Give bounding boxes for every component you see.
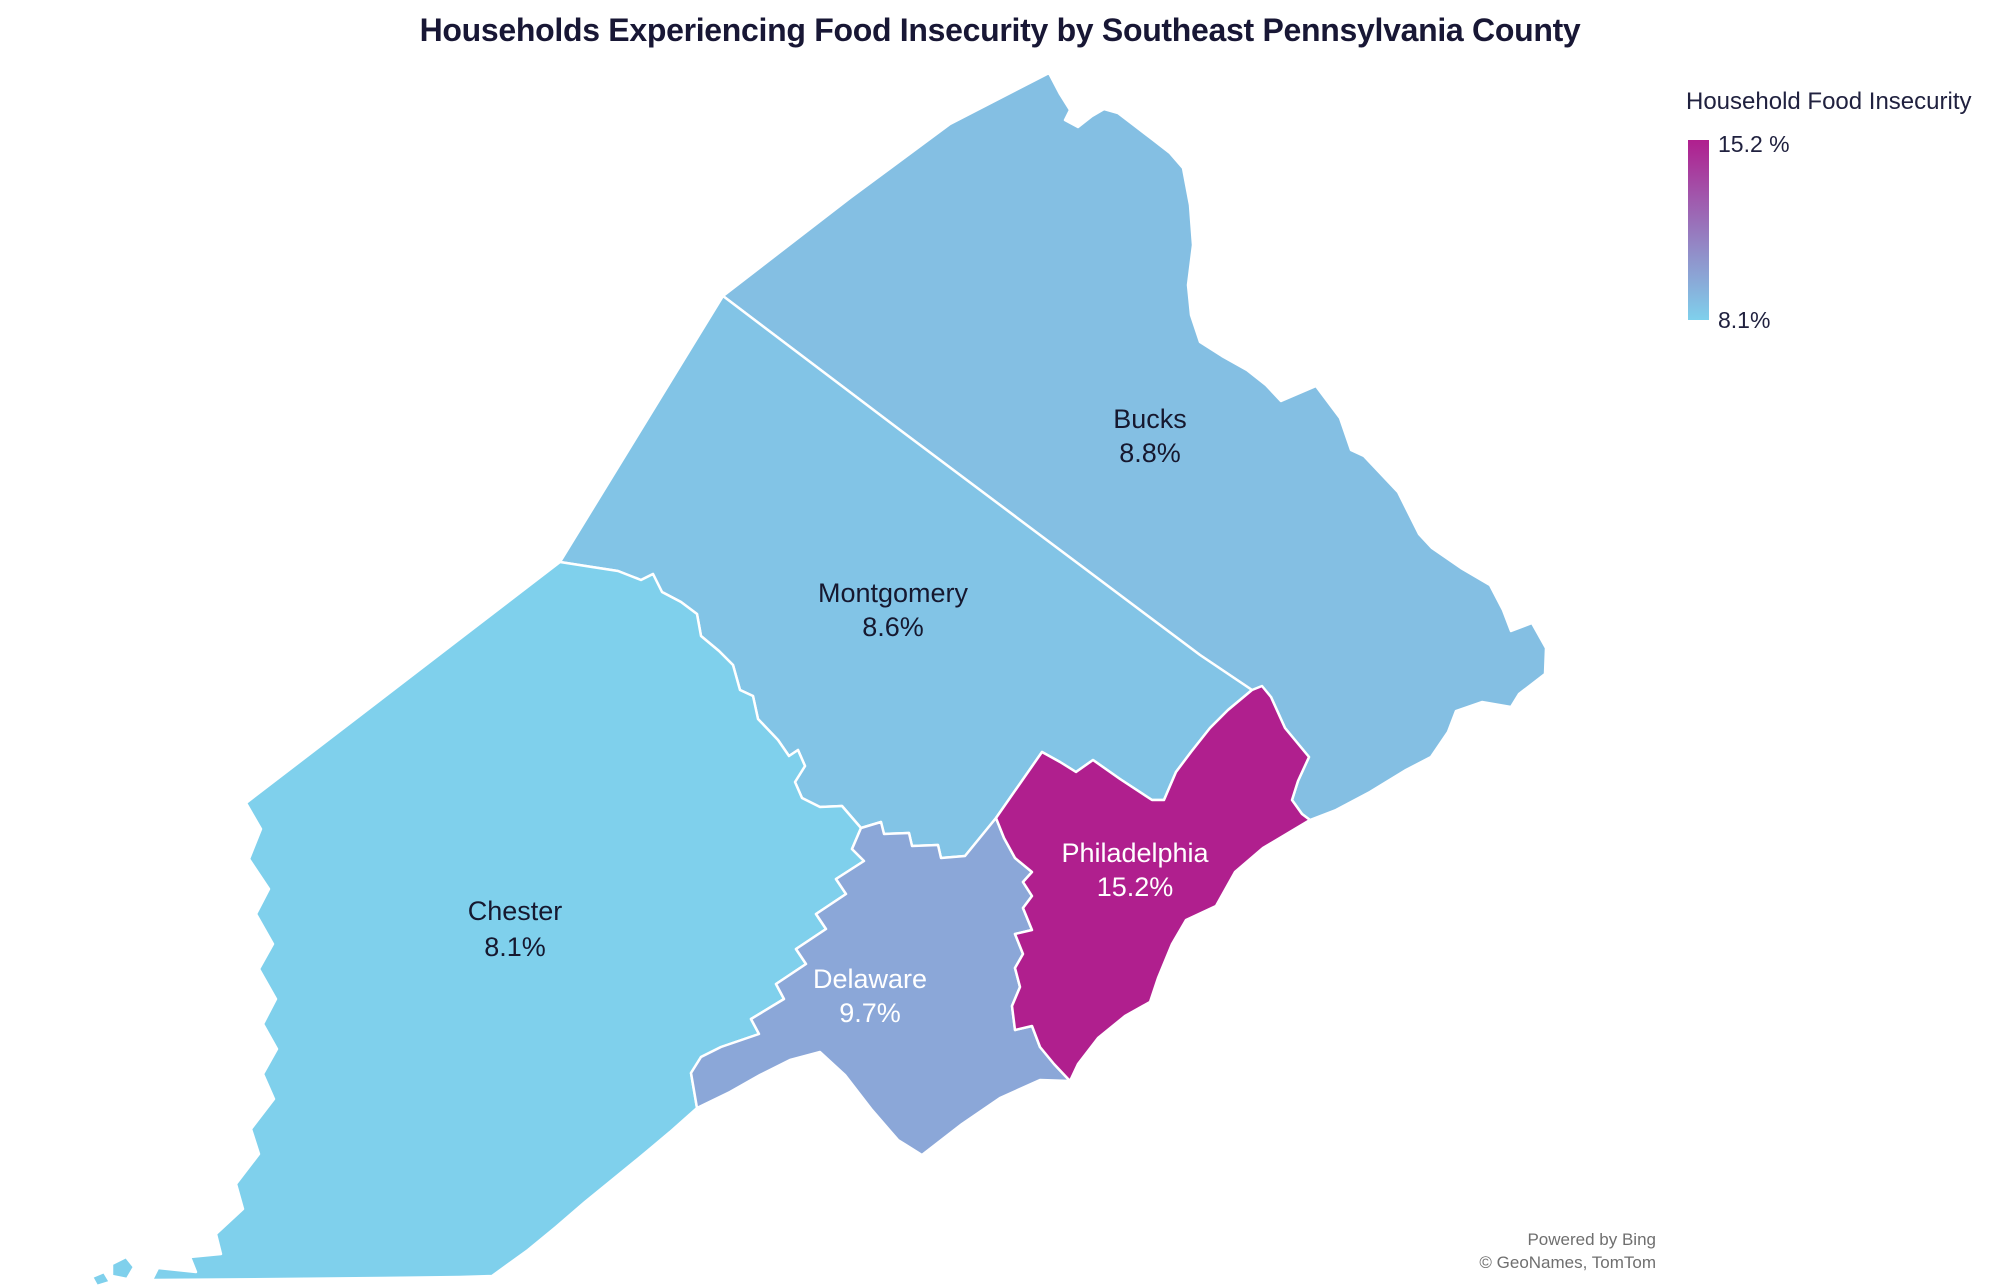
county-label-bucks: Bucks — [1113, 404, 1187, 434]
county-label-delaware: Delaware — [813, 964, 927, 994]
page-title: Households Experiencing Food Insecurity … — [419, 12, 1581, 48]
legend-gradient-bar — [1688, 140, 1709, 325]
county-value-montgomery: 8.6% — [862, 612, 924, 642]
county-shape-philadelphia[interactable] — [994, 684, 1312, 1083]
geonames-tomtom-credit: © GeoNames, TomTom — [1479, 1253, 1656, 1272]
county-shape-chester-islet[interactable] — [110, 1255, 136, 1281]
county-label-chester: Chester — [468, 896, 563, 926]
county-label-montgomery: Montgomery — [818, 578, 969, 608]
legend-min-label: 8.1% — [1718, 307, 1771, 333]
legend-title: Household Food Insecurity — [1686, 88, 1972, 115]
attribution: Powered by Bing © GeoNames, TomTom — [1479, 1228, 1656, 1274]
county-value-bucks: 8.8% — [1119, 438, 1181, 468]
powered-by-bing: Powered by Bing — [1527, 1230, 1656, 1249]
county-shape-chester-islet-2[interactable] — [90, 1270, 112, 1286]
county-value-chester: 8.1% — [484, 932, 546, 962]
legend-max-label: 15.2 % — [1718, 131, 1790, 157]
county-value-philadelphia: 15.2% — [1097, 872, 1174, 902]
county-label-philadelphia: Philadelphia — [1061, 838, 1209, 868]
county-value-delaware: 9.7% — [839, 998, 901, 1028]
